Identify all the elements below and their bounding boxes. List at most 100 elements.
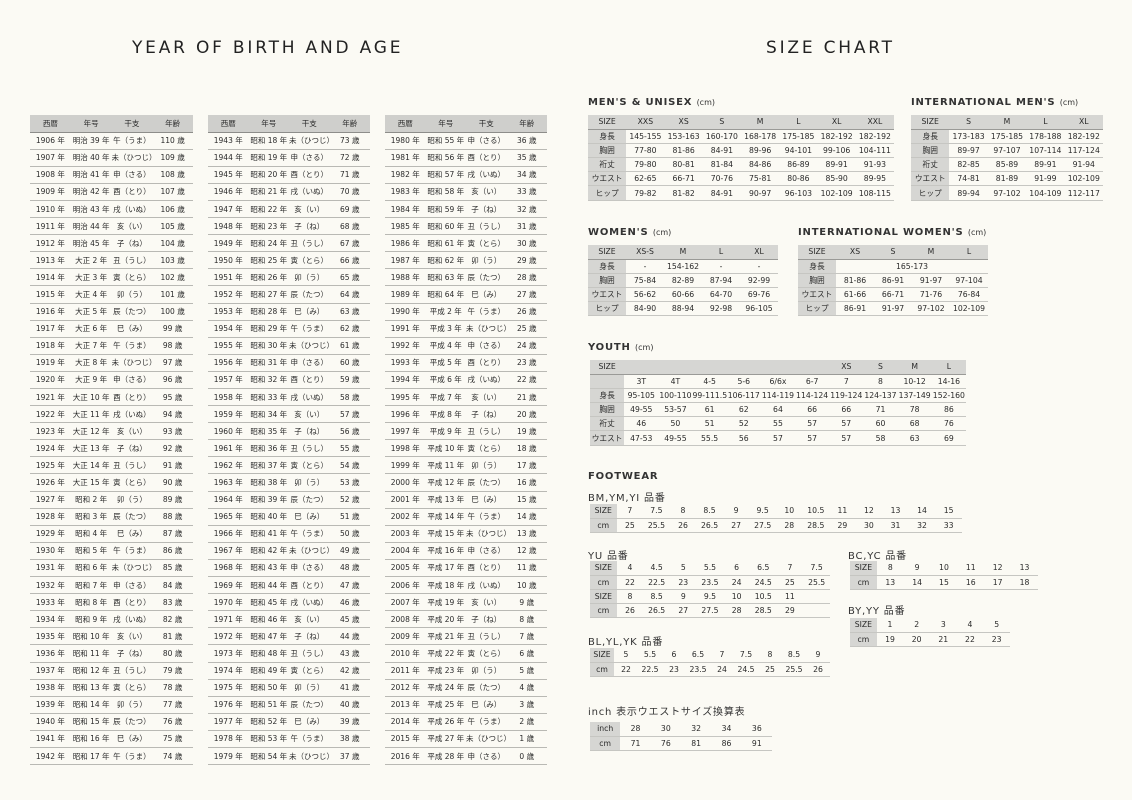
birth-cell: 申（さる） [289, 149, 330, 167]
birth-cell: 昭和 61 年 [425, 234, 466, 253]
mens_unisex-cell: 84-86 [741, 157, 780, 173]
birth-cell: 未（ひつじ） [289, 542, 330, 560]
footwear-yy-table: SIZE 1 2 3 4 5 cm 19 20 21 22 23 [850, 618, 1010, 647]
birth-cell: 2 歳 [506, 713, 547, 731]
birth-cell: 戌（いぬ） [111, 405, 153, 424]
birth-row: 1998 年平成 10 年寅（とら） 18 歳 [385, 439, 547, 458]
birth-cell: 丑（うし） [289, 644, 330, 663]
youth-header-cell [624, 360, 659, 375]
birth-cell: 1986 年 [385, 234, 426, 253]
mens_unisex-cell: 身長 [588, 129, 627, 144]
birth-cell: 昭和 23 年 [248, 217, 289, 236]
intl_mens-row: 身長 173-183 175-185 178-188 182-192 [911, 129, 1103, 144]
birth-cell: 1987 年 [385, 251, 426, 270]
birth-cell: 昭和 32 年 [248, 371, 289, 390]
birth-row: 1961 年昭和 36 年丑（うし） 55 歳 [208, 439, 370, 458]
birth-row: 1944 年昭和 19 年申（さる） 72 歳 [208, 149, 370, 167]
youth-sub-header-cell: 7 [829, 374, 864, 389]
birth-header-row: 西暦 年号 干支 年齢 [385, 115, 547, 133]
birth-row: 1909 年明治 42 年酉（とり） 107 歳 [30, 183, 193, 201]
intl-womens-height-value: 165-173 [836, 259, 988, 274]
footwear-yu-cell: SIZE [590, 589, 617, 605]
birth-row: 2014 年平成 26 年午（うま） 2 歳 [385, 713, 547, 731]
birth-cell: 2002 年 [385, 508, 426, 526]
birth-cell: 1954 年 [208, 320, 249, 338]
inch-cell: 32 [680, 722, 712, 737]
birth-cell: 昭和 27 年 [248, 285, 289, 304]
birth-cell: 2012 年 [385, 679, 426, 697]
intl-womens-heading: INTERNATIONAL WOMEN'S (cm) [798, 227, 987, 238]
birth-cell: 3 歳 [506, 696, 547, 714]
birth-cell: 昭和 28 年 [248, 303, 289, 321]
birth-cell: 辰（たつ） [289, 285, 330, 304]
birth-cell: 寅（とら） [466, 439, 507, 458]
youth-cell: 58 [863, 430, 898, 446]
birth-cell: 57 歳 [329, 405, 370, 424]
birth-cell: 平成 15 年 [425, 525, 466, 543]
birth-cell: 88 歳 [152, 508, 193, 526]
birth-cell: 昭和 60 年 [425, 217, 466, 236]
footwear-yu-row: cm 22 22.5 23 23.5 24 24.5 25 25.5 [590, 575, 830, 590]
birth-cell: 89 歳 [152, 491, 193, 509]
footwear-bl-cell: 8.5 [782, 648, 806, 663]
birth-cell: 1919 年 [30, 354, 71, 372]
birth-cell: 大正 8 年 [70, 354, 112, 372]
birth-cell: 昭和 50 年 [248, 679, 289, 697]
footwear-yu-row: SIZE 4 4.5 5 5.5 6 6.5 7 7.5 [590, 561, 830, 576]
mens_unisex-header-cell: L [779, 115, 818, 130]
birth-cell: 卯（う） [289, 473, 330, 492]
footwear-bl-cell: 23 [662, 662, 686, 677]
youth-header-cell: S [863, 360, 898, 375]
intl-womens-cell: 97-102 [912, 301, 950, 317]
birth-cell: 亥（い） [466, 593, 507, 612]
birth-cell: 1991 年 [385, 320, 426, 338]
birth-cell: 59 歳 [329, 371, 370, 390]
intl_mens-cell: 身長 [911, 129, 950, 144]
footwear-yu-cell: 28.5 [749, 603, 777, 619]
birth-cell: 卯（う） [111, 696, 153, 714]
birth-row: 1939 年昭和 14 年卯（う） 77 歳 [30, 696, 193, 714]
footwear-yy-cell: 21 [929, 632, 957, 647]
birth-row: 1980 年昭和 55 年申（さる） 36 歳 [385, 132, 547, 150]
footwear-bm-cell: 26.5 [696, 518, 723, 533]
intl-womens-row: ウエスト 61-66 66-71 71-76 76-84 [798, 287, 988, 303]
footwear-yc-cell: 11 [957, 561, 985, 576]
footwear-yu-table: SIZE 4 4.5 5 5.5 6 6.5 7 7.5 cm 22 22.5 23 23.5 24 24.5… [590, 561, 830, 619]
youth-row: 胸囲 49-55 53-57 61 62 64 66 66 71 78 86 [590, 402, 966, 418]
footwear-yy-cell: cm [850, 632, 877, 647]
birth-cell: 申（さる） [111, 576, 153, 595]
youth-cell: 57 [829, 416, 864, 432]
birth-cell: 酉（とり） [466, 149, 507, 167]
birth-cell: 1911 年 [30, 217, 71, 236]
birth-cell: 107 歳 [152, 183, 193, 201]
birth-cell: 昭和 10 年 [70, 627, 112, 646]
birth-cell: 卯（う） [466, 662, 507, 680]
birth-cell: 午（うま） [111, 747, 153, 766]
mens_unisex-cell: 77-80 [626, 143, 665, 159]
footwear-yu-cell: 8.5 [643, 589, 670, 605]
birth-cell: 30 歳 [506, 234, 547, 253]
birth-row: 1932 年昭和 7 年申（さる） 84 歳 [30, 576, 193, 595]
footwear-bl-cell: 5 [614, 648, 638, 663]
mens_unisex-cell: 84-91 [702, 185, 741, 201]
birth-cell: 申（さる） [289, 354, 330, 372]
birth-cell: 1916 年 [30, 303, 71, 321]
intl-womens-header-cell: L [950, 245, 988, 260]
birth-cell: 昭和 56 年 [425, 149, 466, 167]
footwear-yc-row: SIZE 8 9 10 11 12 13 [850, 561, 1038, 576]
birth-cell: 昭和 59 年 [425, 200, 466, 219]
birth-cell: 41 歳 [329, 679, 370, 697]
birth-cell: 31 歳 [506, 217, 547, 236]
birth-cell: 12 歳 [506, 542, 547, 560]
birth-header-cell: 年号 [70, 115, 112, 133]
birth-cell: 1996 年 [385, 405, 426, 424]
birth-row: 2005 年平成 17 年酉（とり） 11 歳 [385, 559, 547, 578]
youth-header-cell [760, 360, 796, 375]
youth-cell: 78 [897, 402, 932, 418]
birth-row: 1970 年昭和 45 年戌（いぬ） 46 歳 [208, 593, 370, 612]
birth-cell: 76 歳 [152, 713, 193, 731]
birth-cell: 1967 年 [208, 542, 249, 560]
intl-womens-height-row: 身長 165-173 [798, 259, 988, 274]
birth-cell: 寅（とら） [289, 662, 330, 680]
birth-cell: 亥（い） [111, 422, 153, 441]
